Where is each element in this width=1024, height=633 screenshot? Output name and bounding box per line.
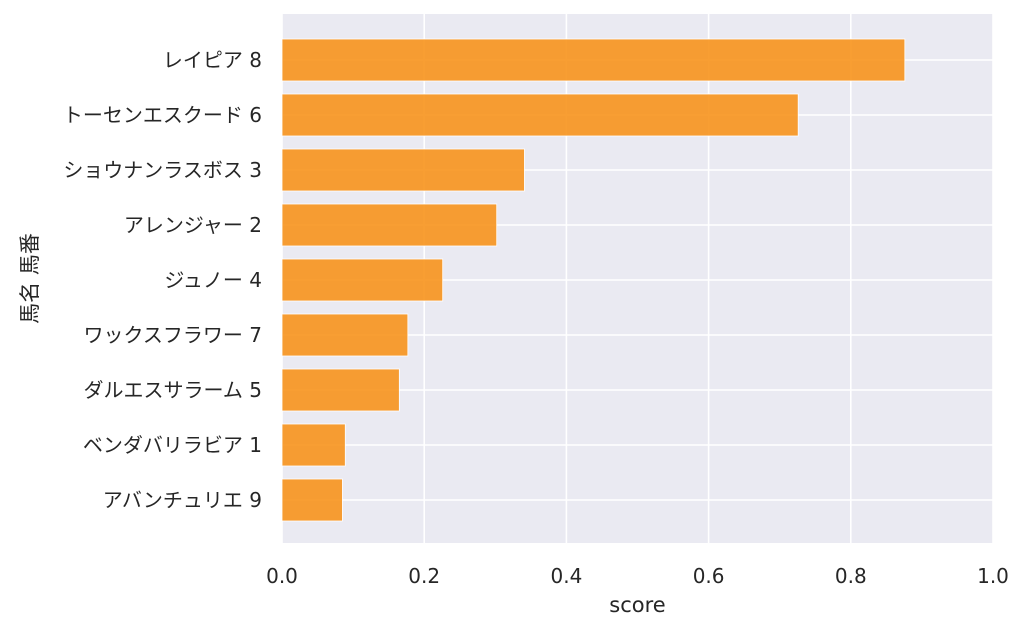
bar [281, 38, 906, 82]
y-tick-label: レイピア 8 [163, 48, 262, 72]
y-tick-label: ショウナンラスボス 3 [63, 158, 262, 182]
y-tick-label: ベンダバリラビア 1 [83, 433, 262, 457]
x-tick-labels: 0.0 0.2 0.4 0.6 0.8 1.0 [266, 564, 1009, 588]
y-axis-label: 馬名 馬番 [18, 233, 42, 324]
y-tick-label: トーセンエスクード 6 [63, 103, 262, 127]
x-tick-label: 0.6 [693, 564, 725, 588]
y-tick-labels: レイピア 8 トーセンエスクード 6 ショウナンラスボス 3 アレンジャー 2 ジュノー… [63, 48, 262, 512]
bar [281, 93, 799, 137]
bar [281, 148, 525, 192]
bar [281, 313, 409, 357]
x-tick-label: 1.0 [977, 564, 1009, 588]
y-tick-label: ワックスフラワー 7 [84, 323, 262, 347]
x-tick-label: 0.0 [266, 564, 298, 588]
x-axis-label: score [609, 593, 665, 617]
bar [281, 423, 346, 467]
bar [281, 258, 444, 302]
y-tick-label: アレンジャー 2 [124, 213, 262, 237]
bar [281, 478, 343, 522]
y-tick-label: アバンチュリエ 9 [103, 488, 262, 512]
bar [281, 203, 498, 247]
x-tick-label: 0.2 [408, 564, 440, 588]
y-tick-label: ダルエスサラーム 5 [84, 378, 262, 402]
x-tick-label: 0.8 [835, 564, 867, 588]
bar [281, 368, 400, 412]
y-tick-label: ジュノー 4 [164, 268, 262, 292]
bars [281, 38, 906, 522]
x-tick-label: 0.4 [550, 564, 582, 588]
